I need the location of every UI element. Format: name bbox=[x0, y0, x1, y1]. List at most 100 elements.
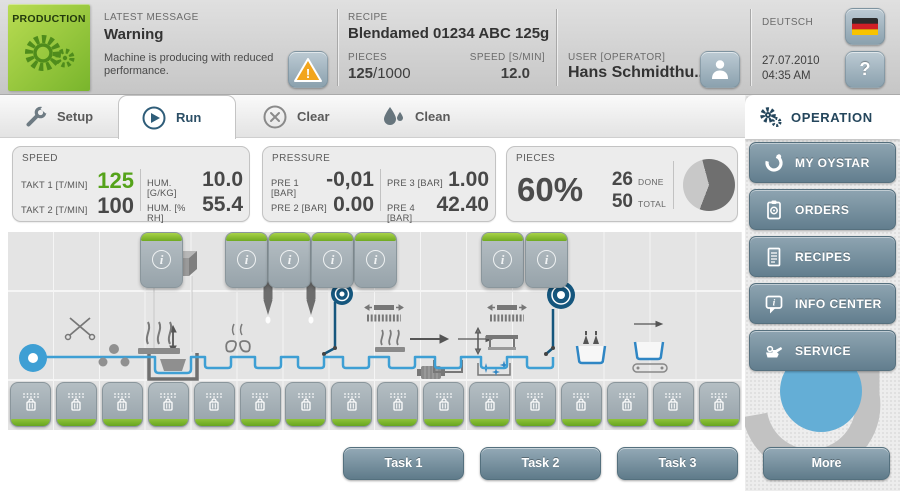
recipes-icon bbox=[762, 246, 785, 268]
user-button[interactable] bbox=[700, 51, 740, 88]
rollers-icon bbox=[98, 344, 130, 367]
task-3-button[interactable]: Task 3 bbox=[617, 447, 738, 480]
station-button[interactable] bbox=[377, 382, 419, 427]
station-printer-icon bbox=[711, 393, 727, 411]
station-button[interactable] bbox=[55, 382, 97, 427]
station-printer-icon bbox=[481, 393, 498, 411]
station-button[interactable] bbox=[698, 382, 740, 427]
clear-icon bbox=[263, 105, 287, 128]
tab-label: Clear bbox=[297, 109, 330, 124]
station-printer-icon bbox=[389, 393, 406, 411]
sidebar-item-info-center[interactable]: i INFO CENTER bbox=[749, 283, 896, 324]
info-button[interactable]: i bbox=[525, 232, 568, 288]
tab-clean[interactable]: Clean bbox=[358, 95, 468, 138]
heater-icon bbox=[380, 329, 400, 346]
info-button[interactable]: i bbox=[268, 232, 311, 288]
station-button[interactable] bbox=[423, 382, 465, 427]
station-button[interactable] bbox=[560, 382, 602, 427]
rewind-roll-icon bbox=[544, 281, 575, 356]
info-icon: i bbox=[537, 250, 556, 269]
station-button[interactable] bbox=[239, 382, 281, 427]
help-button[interactable]: ? bbox=[845, 51, 885, 88]
station-printer-icon bbox=[252, 393, 268, 411]
panel-title: SPEED bbox=[22, 153, 58, 164]
hum2-value: 55.4 bbox=[202, 193, 243, 216]
pre1-value: -0,01 bbox=[326, 168, 374, 191]
svg-text:!: ! bbox=[306, 66, 310, 81]
station-button[interactable] bbox=[285, 382, 327, 427]
sidebar-item-orders[interactable]: ORDERS bbox=[749, 189, 896, 230]
language-button[interactable] bbox=[845, 8, 885, 45]
total-count: 50 bbox=[611, 191, 633, 212]
sidebar: OPERATION MY OYSTAR ORDERS bbox=[745, 95, 900, 491]
station-printer-icon bbox=[435, 393, 452, 411]
station-printer-icon bbox=[22, 393, 39, 411]
sidebar-title: OPERATION bbox=[791, 109, 873, 125]
station-button[interactable] bbox=[147, 382, 189, 427]
orders-icon bbox=[762, 199, 785, 221]
hum1-value: 10.0 bbox=[202, 168, 243, 191]
time-text: 04:35 AM bbox=[762, 70, 811, 82]
takt1-label: TAKT 1 [T/MIN] bbox=[21, 180, 88, 190]
station-printer-icon bbox=[206, 393, 222, 411]
user-label: USER [OPERATOR] bbox=[568, 52, 666, 63]
message-body: Machine is producing with reduced perfor… bbox=[104, 52, 274, 77]
info-button[interactable]: i bbox=[140, 232, 183, 288]
message-title: Warning bbox=[104, 26, 164, 43]
warning-button[interactable]: ! bbox=[288, 51, 328, 88]
info-center-icon: i bbox=[762, 293, 785, 315]
ruler-icon bbox=[364, 304, 404, 322]
info-icon: i bbox=[237, 250, 256, 269]
pieces-done: 125 bbox=[348, 65, 374, 82]
sidebar-item-label: SERVICE bbox=[795, 343, 851, 358]
tab-clear[interactable]: Clear bbox=[240, 95, 350, 138]
recipe-label: RECIPE bbox=[348, 12, 388, 23]
station-printer-icon bbox=[573, 393, 590, 411]
station-button[interactable] bbox=[652, 382, 694, 427]
station-button[interactable] bbox=[331, 382, 373, 427]
station-button[interactable] bbox=[514, 382, 556, 427]
pieces-total: /1000 bbox=[373, 65, 411, 82]
header-speed-value: 12.0 bbox=[500, 65, 530, 82]
gears-icon bbox=[25, 35, 75, 71]
task-1-button[interactable]: Task 1 bbox=[343, 447, 464, 480]
tab-setup[interactable]: Setup bbox=[2, 95, 114, 138]
sidebar-item-my-oystar[interactable]: MY OYSTAR bbox=[749, 142, 896, 183]
forming-tub-icon bbox=[147, 353, 199, 381]
info-button[interactable]: i bbox=[354, 232, 397, 288]
product-tray-icon bbox=[575, 331, 665, 365]
station-button[interactable] bbox=[10, 382, 51, 427]
pieces-percent: 60% bbox=[517, 171, 584, 208]
pre2-label: PRE 2 [BAR] bbox=[271, 203, 327, 213]
heater-icon bbox=[145, 321, 173, 345]
task-2-button[interactable]: Task 2 bbox=[480, 447, 601, 480]
info-button[interactable]: i bbox=[311, 232, 354, 288]
sidebar-header: OPERATION bbox=[745, 95, 900, 139]
language-label: DEUTSCH bbox=[762, 17, 814, 28]
nose-icon bbox=[225, 323, 251, 353]
header: PRODUCTION LATEST MESSAGE Warning Machin… bbox=[0, 0, 900, 95]
station-printer-icon bbox=[297, 393, 314, 411]
tab-run[interactable]: Run bbox=[118, 95, 236, 139]
info-button[interactable]: i bbox=[225, 232, 268, 288]
warning-icon: ! bbox=[294, 57, 322, 82]
station-button[interactable] bbox=[469, 382, 510, 427]
station-button[interactable] bbox=[606, 382, 648, 427]
info-icon: i bbox=[493, 250, 512, 269]
sidebar-item-label: ORDERS bbox=[795, 202, 850, 217]
station-printer-icon bbox=[68, 393, 85, 411]
pre3-value: 1.00 bbox=[448, 168, 489, 191]
svg-text:i: i bbox=[772, 298, 775, 308]
service-oil-can-icon bbox=[762, 340, 785, 362]
station-button[interactable] bbox=[193, 382, 235, 427]
sidebar-item-recipes[interactable]: RECIPES bbox=[749, 236, 896, 277]
station-printer-icon bbox=[160, 393, 177, 411]
info-button[interactable]: i bbox=[481, 232, 524, 288]
latest-message-label: LATEST MESSAGE bbox=[104, 12, 199, 23]
panel-title: PRESSURE bbox=[272, 153, 331, 164]
more-button[interactable]: More bbox=[763, 447, 890, 480]
station-button[interactable] bbox=[101, 382, 143, 427]
sidebar-item-service[interactable]: SERVICE bbox=[749, 330, 896, 371]
header-pieces-value: 125/1000 bbox=[348, 65, 411, 82]
tab-bar: Setup Run Clear Clean bbox=[0, 95, 745, 139]
